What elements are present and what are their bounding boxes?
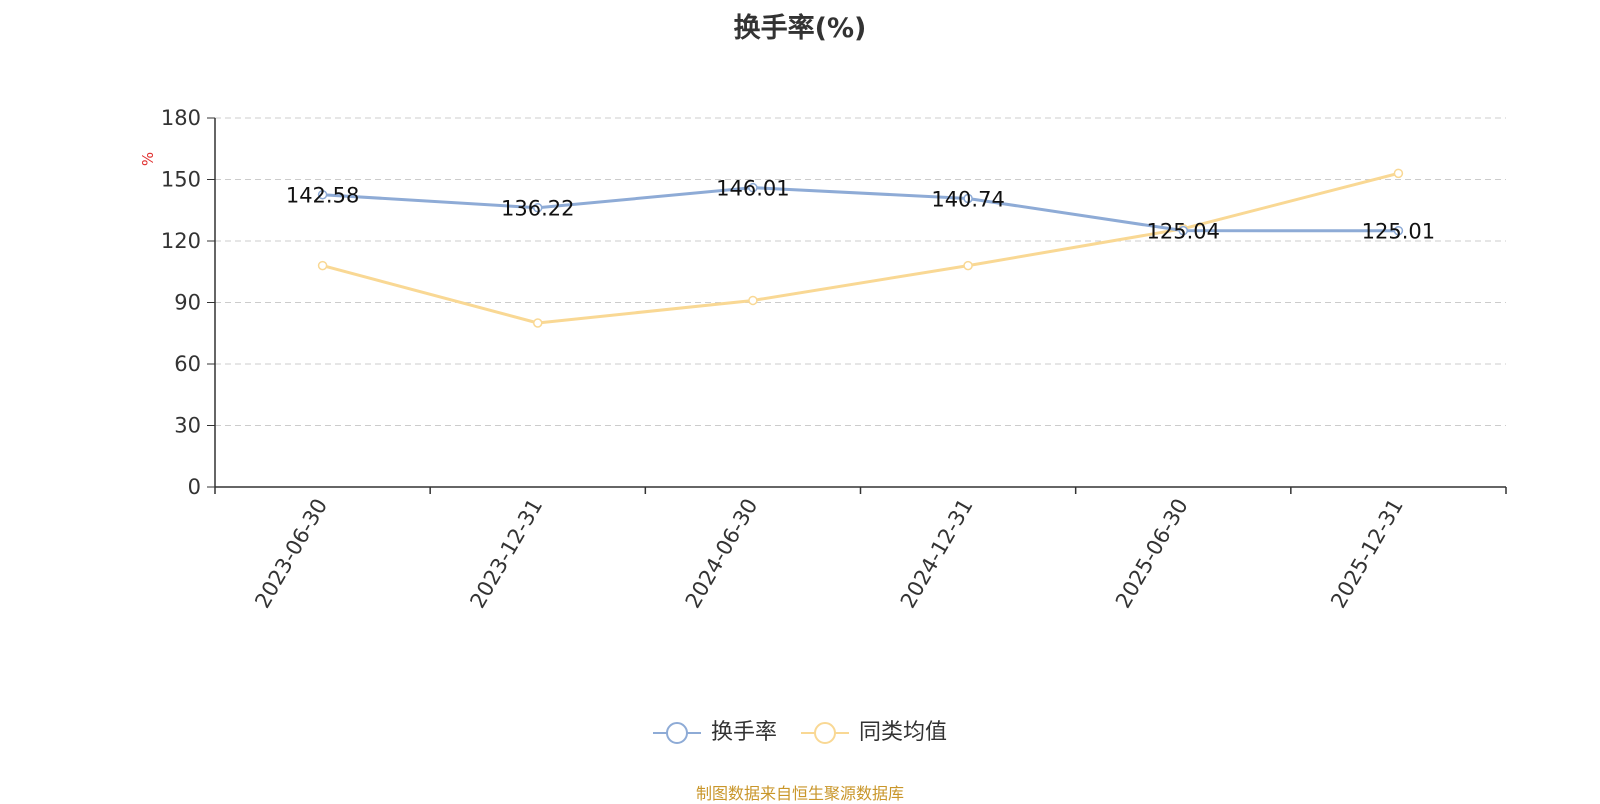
data-label-turnover-3: 140.74 — [931, 187, 1004, 211]
data-point-turnover-1 — [533, 202, 543, 213]
x-tick-label-2025-06-30: 2025-06-30 — [1111, 495, 1193, 613]
grid-lines — [215, 117, 1506, 426]
data-point-peer-average-3 — [963, 260, 973, 271]
y-tick-label-180: 180 — [161, 106, 201, 130]
data-point-peer-average-5 — [1393, 168, 1404, 179]
data-label-turnover-1: 136.22 — [501, 197, 574, 221]
data-label-turnover-2: 146.01 — [716, 177, 789, 201]
data-point-turnover-0 — [317, 189, 328, 200]
x-tick-label-2025-12-31: 2025-12-31 — [1326, 495, 1408, 613]
legend-label-peer-average: 同类均值 — [859, 720, 948, 745]
y-tick-labels: 0 30 60 90 120 150 180 — [161, 106, 201, 499]
x-tick-label-2023-06-30: 2023-06-30 — [250, 495, 332, 613]
y-tick-label-120: 120 — [161, 229, 201, 253]
y-tick-label-0: 0 — [188, 475, 201, 499]
x-tick-label-2023-12-31: 2023-12-31 — [465, 495, 547, 613]
legend-marker-turnover-icon — [652, 722, 701, 744]
data-point-peer-average-1 — [533, 318, 543, 328]
y-tick-label-150: 150 — [161, 168, 201, 192]
x-tick-label-2024-06-30: 2024-06-30 — [681, 495, 763, 613]
data-point-turnover-4 — [1178, 225, 1188, 236]
data-point-turnover-2 — [748, 182, 758, 193]
y-tick-label-90: 90 — [174, 291, 201, 315]
data-point-peer-average-0 — [317, 260, 328, 271]
legend-marker-peer-average-icon — [801, 722, 849, 744]
x-tick-labels: 2023-06-30 2023-12-31 2024-06-30 2024-12-31… — [250, 494, 1408, 612]
y-tick-label-30: 30 — [174, 414, 201, 438]
source-note: 制图数据来自恒生聚源数据库 — [695, 784, 904, 803]
legend-item-turnover[interactable]: 换手率 — [652, 718, 777, 748]
series-line-turnover — [321, 186, 1400, 233]
data-label-turnover-4: 125.04 — [1147, 220, 1220, 244]
chart-title: 换手率(%) — [733, 13, 867, 44]
legend-label-turnover: 换手率 — [710, 720, 777, 745]
legend: 换手率 同类均值 — [0, 718, 1600, 748]
y-tick-label-60: 60 — [174, 352, 201, 376]
data-point-turnover-3 — [963, 193, 973, 204]
data-labels: 142.58 136.22 146.01 140.74 125.04 125.01 — [286, 177, 1435, 244]
legend-item-peer-average[interactable]: 同类均值 — [801, 718, 947, 748]
data-point-turnover-5 — [1393, 225, 1404, 236]
data-point-peer-average-2 — [748, 295, 758, 306]
series-line-peer-average — [321, 171, 1400, 325]
data-label-turnover-0: 142.58 — [286, 184, 359, 208]
data-label-turnover-5: 125.01 — [1362, 220, 1435, 244]
y-axis-unit-label: % — [139, 152, 157, 166]
x-tick-label-2024-12-31: 2024-12-31 — [896, 494, 978, 612]
axes — [207, 117, 1507, 494]
series-lines — [317, 168, 1404, 328]
